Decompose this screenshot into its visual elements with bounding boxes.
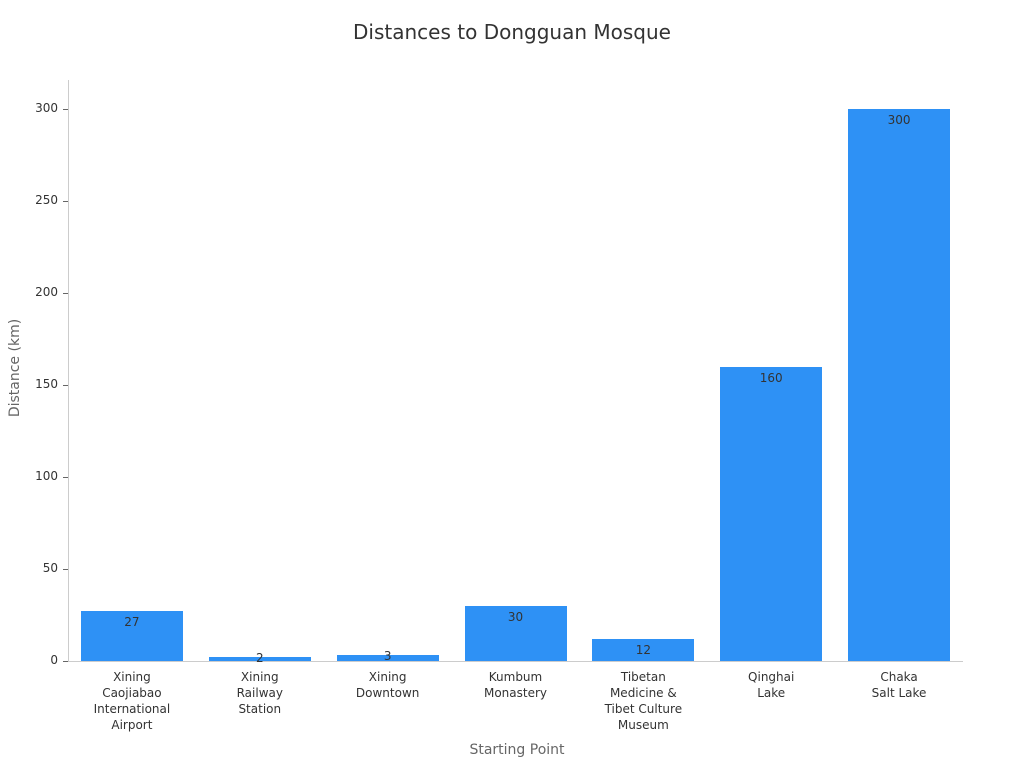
bar-value-label: 27 — [124, 615, 140, 630]
x-axis-label: Starting Point — [469, 742, 565, 758]
bar-value-label: 30 — [507, 609, 524, 624]
y-tick — [63, 109, 68, 110]
y-tick-label: 300 — [35, 101, 58, 115]
bar — [464, 605, 567, 661]
bar — [848, 109, 951, 661]
chart-title: Distances to Dongguan Mosque — [353, 20, 671, 44]
y-axis-label: Distance (km) — [7, 318, 23, 418]
x-tick-label: Kumbum Monastery — [483, 670, 548, 700]
bar — [720, 366, 823, 661]
bar — [80, 611, 183, 661]
bar — [336, 655, 439, 661]
x-tick-label: Tibetan Medicine & Tibet Culture Museum — [604, 670, 683, 732]
bar-value-label: 3 — [383, 649, 392, 664]
bar — [208, 657, 311, 661]
y-axis-line — [68, 80, 69, 661]
x-tick-label: Xining Downtown — [355, 670, 420, 700]
x-tick-label: Chaka Salt Lake — [871, 670, 927, 700]
y-tick-label: 100 — [35, 469, 58, 483]
y-tick-label: 50 — [42, 561, 58, 575]
x-tick-label: Qinghai Lake — [748, 670, 795, 700]
bar — [592, 638, 695, 661]
bar-value-label: 160 — [759, 370, 783, 385]
bar-value-label: 300 — [887, 113, 911, 127]
y-tick — [63, 293, 68, 294]
y-tick-label: 250 — [35, 193, 58, 207]
y-tick — [63, 201, 68, 202]
y-tick — [63, 661, 68, 662]
x-tick-label: Xining Caojiabao International Airport — [93, 670, 171, 732]
bar-value-label: 2 — [255, 651, 264, 666]
y-tick-label: 200 — [35, 285, 58, 299]
x-axis-line — [68, 661, 963, 662]
y-tick-label: 150 — [35, 377, 58, 391]
bar-value-label: 12 — [635, 642, 651, 657]
y-tick — [63, 385, 68, 386]
y-tick — [63, 569, 68, 570]
x-tick-label: Xining Railway Station — [236, 670, 283, 716]
y-tick-label: 0 — [50, 653, 58, 667]
y-tick — [63, 477, 68, 478]
